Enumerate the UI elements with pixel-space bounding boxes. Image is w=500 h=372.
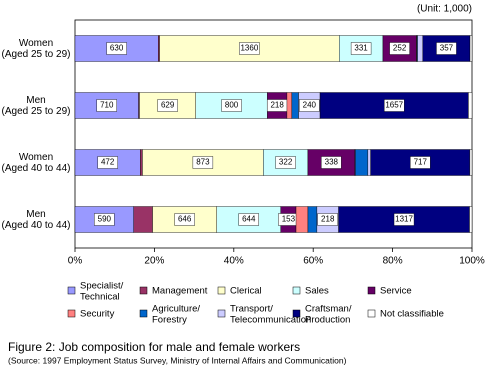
bar-segment	[469, 35, 473, 62]
value-label-box	[321, 156, 342, 169]
value-label-box	[317, 213, 338, 226]
legend-label: Craftsman/Production	[305, 303, 352, 325]
value-label: 629	[161, 101, 175, 110]
value-label-box	[393, 213, 415, 226]
x-tick-label: 20%	[144, 256, 164, 267]
value-label: 331	[354, 44, 368, 53]
plot-frame	[74, 19, 473, 249]
legend-swatch	[292, 309, 301, 318]
bar-segment	[140, 149, 143, 176]
value-label-box	[389, 42, 410, 55]
value-label: 800	[225, 101, 239, 110]
legend-swatch	[292, 286, 301, 295]
legend-label: Management	[152, 286, 208, 297]
y-tick-label: Men (Aged 25 to 29)	[2, 95, 71, 117]
value-label: 472	[101, 158, 115, 167]
bar-segment	[469, 149, 473, 176]
value-label: 873	[196, 158, 210, 167]
x-tick-label: 80%	[383, 256, 403, 267]
x-tick-label: 60%	[303, 256, 323, 267]
value-label-box	[157, 99, 178, 112]
x-tick-label: 0%	[68, 256, 83, 267]
value-label-box	[299, 99, 320, 112]
value-label-box	[174, 213, 195, 226]
bar-segment	[286, 92, 293, 119]
value-label: 338	[325, 158, 339, 167]
value-label: 644	[242, 215, 256, 224]
value-label: 1657	[385, 101, 403, 110]
value-label-box	[96, 99, 117, 112]
x-tick-label: 100%	[459, 256, 485, 267]
value-label-box	[192, 156, 214, 169]
value-label: 218	[270, 101, 284, 110]
value-label: 1360	[240, 44, 258, 53]
legend-label: Transport/Telecommunication	[230, 303, 311, 325]
legend-label: Sales	[305, 286, 329, 297]
value-label-box	[275, 156, 296, 169]
value-label: 717	[414, 158, 428, 167]
y-tick-label: Women (Aged 40 to 44)	[2, 152, 71, 174]
legend-swatch	[67, 309, 76, 318]
bar-segment	[469, 206, 473, 233]
legend-label: Clerical	[230, 286, 262, 297]
source: (Source: 1997 Employment Status Survey, …	[8, 355, 347, 365]
legend-swatch	[139, 286, 148, 295]
value-label: 252	[393, 44, 407, 53]
value-label-box	[436, 42, 457, 55]
legend-label: Specialist/Technical	[80, 280, 124, 302]
value-label-box	[221, 99, 242, 112]
value-label: 357	[440, 44, 454, 53]
legend-swatch	[139, 309, 148, 318]
y-tick-label: Men (Aged 40 to 44)	[2, 209, 71, 231]
caption: Figure 2: Job composition for male and f…	[8, 340, 300, 354]
legend-label: Agriculture/Forestry	[152, 303, 200, 325]
value-label: 1317	[395, 215, 413, 224]
value-label: 646	[178, 215, 192, 224]
value-label: 153	[282, 215, 296, 224]
value-label-box	[106, 42, 127, 55]
legend-label: Service	[380, 286, 412, 297]
bar-segment	[133, 206, 153, 233]
legend-swatch	[67, 286, 76, 295]
value-label-box	[94, 213, 115, 226]
value-label-box	[350, 42, 372, 55]
value-label: 590	[98, 215, 112, 224]
bar-segment	[468, 92, 473, 119]
legend-swatch	[367, 309, 376, 318]
value-label-box	[384, 99, 405, 112]
x-tick-label: 40%	[224, 256, 244, 267]
bar-segment	[355, 149, 369, 176]
bar-segment	[307, 206, 318, 233]
bar-segment	[291, 92, 299, 119]
legend-swatch	[217, 286, 226, 295]
bar-segment	[417, 35, 424, 62]
value-label: 322	[279, 158, 293, 167]
bar-segment	[367, 149, 371, 176]
value-label: 710	[100, 101, 114, 110]
value-label: 630	[110, 44, 124, 53]
value-label: 240	[303, 101, 317, 110]
value-label: 218	[321, 215, 335, 224]
bar-segment	[295, 206, 309, 233]
legend-label: Not classifiable	[380, 309, 444, 320]
value-label-box	[239, 42, 260, 55]
legend-swatch	[217, 309, 226, 318]
legend-swatch	[367, 286, 376, 295]
value-label-box	[238, 213, 259, 226]
value-label-box	[97, 156, 118, 169]
legend-label: Security	[80, 309, 115, 320]
unit-note: (Unit: 1,000)	[417, 4, 472, 15]
value-label-box	[410, 156, 431, 169]
y-tick-label: Women (Aged 25 to 29)	[2, 38, 71, 60]
